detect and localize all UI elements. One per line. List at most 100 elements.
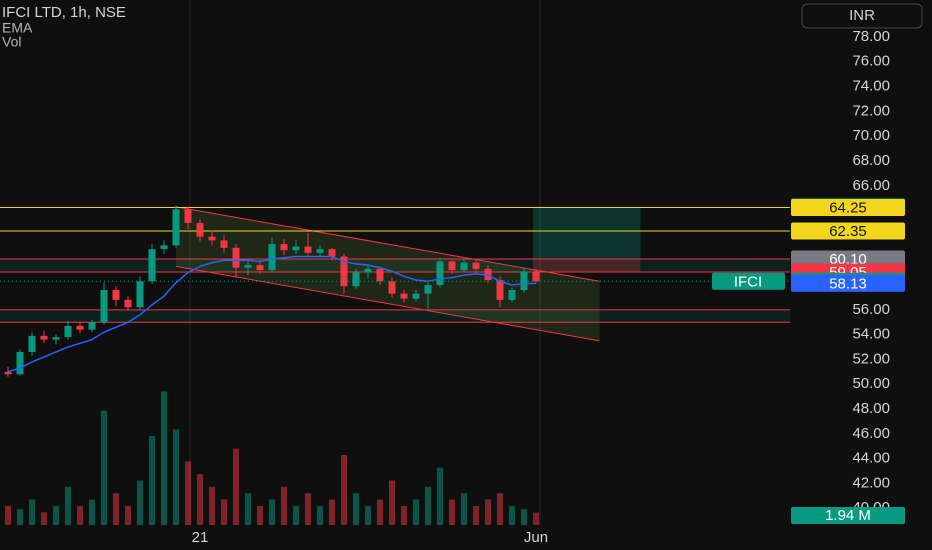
volume-bar: [293, 505, 299, 525]
volume-bar: [389, 480, 395, 525]
candle-body: [292, 246, 300, 251]
candle-body: [232, 247, 240, 268]
candle-body: [280, 244, 288, 251]
volume-bar: [449, 499, 455, 525]
y-tick-label: 56.00: [852, 301, 890, 318]
ema-tag: [791, 274, 905, 292]
y-tick-label: 42.00: [852, 474, 890, 491]
volume-bar: [341, 455, 347, 525]
zone: [0, 258, 790, 272]
currency-button[interactable]: [801, 3, 923, 29]
candle-body: [172, 209, 180, 246]
candle-body: [196, 222, 204, 237]
candle-body: [304, 246, 312, 253]
volume-bar: [233, 448, 239, 525]
volume-bar: [41, 512, 47, 525]
volume-bar: [425, 486, 431, 525]
volume-bar: [17, 509, 23, 525]
y-tick-label: 44.00: [852, 450, 890, 467]
volume-bar: [65, 486, 71, 525]
volume-bar: [305, 493, 311, 525]
candle-body: [388, 281, 396, 294]
volume-bar: [365, 505, 371, 525]
symbol-label: IFCI: [734, 273, 762, 290]
x-tick-label: 21: [192, 529, 209, 546]
entry-tag: [791, 250, 905, 268]
y-tick-label: 68.00: [852, 152, 890, 169]
volume-bar: [29, 499, 35, 525]
ema-label: 58.13: [829, 275, 867, 292]
candle-body: [436, 261, 444, 286]
ema-line: [7, 255, 537, 373]
candle-body: [460, 262, 468, 271]
candle-body: [244, 265, 252, 268]
volume-bar: [161, 391, 167, 525]
volume-bar: [221, 499, 227, 525]
candle-body: [256, 265, 264, 271]
candle-body: [28, 335, 36, 352]
volume-bar: [257, 505, 263, 525]
legend-entry: Vol: [2, 34, 21, 50]
candle-body: [112, 289, 120, 300]
candle-body: [376, 268, 384, 282]
candle-body: [64, 325, 72, 338]
candle-body: [268, 244, 276, 271]
y-tick-label: 66.00: [852, 177, 890, 194]
level-tag: [791, 222, 905, 240]
volume-bar: [413, 499, 419, 525]
candle-body: [400, 293, 408, 299]
position-target-zone: [533, 206, 641, 259]
y-tick-label: 48.00: [852, 400, 890, 417]
candle-body: [472, 262, 480, 269]
symbol-tag: [712, 272, 785, 290]
candle-body: [88, 322, 96, 330]
chart-title: IFCI LTD, 1h, NSE: [2, 4, 126, 21]
candle-body: [496, 280, 504, 300]
legend-entry: EMA: [2, 20, 33, 36]
y-tick-label: 76.00: [852, 53, 890, 70]
volume-bar: [473, 505, 479, 525]
volume-bar: [533, 512, 539, 525]
candle-body: [52, 337, 60, 340]
y-tick-label: 52.00: [852, 350, 890, 367]
volume-bar: [485, 499, 491, 525]
y-tick-label: 50.00: [852, 375, 890, 392]
volume-bar: [245, 493, 251, 525]
candle-body: [16, 351, 24, 375]
candle-body: [4, 371, 12, 375]
zone: [0, 309, 790, 323]
y-tick-label: 70.00: [852, 127, 890, 144]
candle-body: [532, 271, 540, 282]
volume-bar: [377, 499, 383, 525]
volume-bar: [197, 474, 203, 525]
volume-bar: [437, 467, 443, 525]
candle-body: [40, 335, 48, 340]
candle-body: [136, 281, 144, 308]
channel-line: [175, 206, 600, 282]
volume-bar: [317, 505, 323, 525]
volume-bar: [125, 505, 131, 525]
level-tag: [791, 198, 905, 216]
channel-line: [175, 265, 600, 342]
candle-body: [100, 289, 108, 323]
volume-tag: [791, 507, 905, 524]
position-stop-zone: [533, 258, 641, 272]
candle-body: [520, 271, 528, 290]
level-label: 64.25: [829, 199, 867, 216]
volume-bar: [509, 505, 515, 525]
volume-bar: [101, 410, 107, 525]
volume-bar: [77, 505, 83, 525]
candle-body: [148, 249, 156, 282]
volume-bar: [401, 505, 407, 525]
volume-bar: [281, 486, 287, 525]
volume-bar: [497, 493, 503, 525]
candle-body: [124, 299, 132, 308]
price-axis: 40.0042.0044.0046.0048.0050.0052.0054.00…: [712, 28, 905, 524]
y-tick-label: 74.00: [852, 78, 890, 95]
currency-label[interactable]: INR: [849, 7, 875, 24]
candle-body: [208, 236, 216, 241]
channel-fill: [176, 206, 600, 341]
volume-bar: [53, 505, 59, 525]
volume-bar: [209, 486, 215, 525]
